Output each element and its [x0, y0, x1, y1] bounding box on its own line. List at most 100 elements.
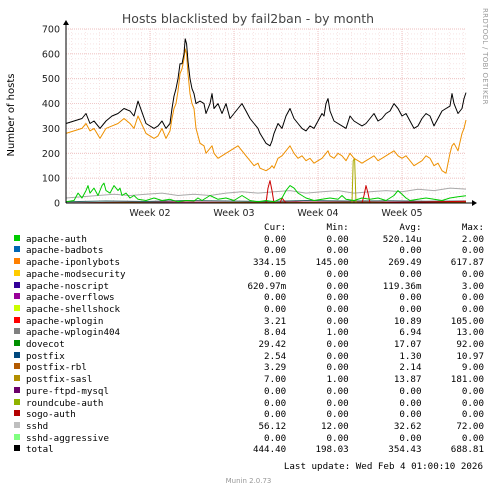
- legend-max: 617.87: [450, 257, 484, 269]
- legend-max: 13.00: [456, 327, 484, 339]
- y-axis-arrow: [63, 20, 69, 25]
- x-tick-label: Week 04: [297, 208, 338, 219]
- legend-max: 10.97: [456, 350, 484, 362]
- legend-series-name: apache-noscript: [26, 280, 109, 292]
- legend-min: 1.00: [326, 374, 349, 386]
- legend-header-avg: Avg:: [399, 222, 422, 233]
- legend-avg: 13.87: [393, 374, 422, 386]
- legend-cur: 0.00: [264, 233, 287, 245]
- legend-min: 1.00: [326, 327, 349, 339]
- series-lines: [65, 38, 467, 204]
- legend-swatch: [14, 304, 26, 316]
- legend-header-min: Min:: [326, 222, 349, 233]
- legend-avg: 17.07: [393, 339, 422, 351]
- legend-swatch: [14, 351, 26, 363]
- legend-min: 0.00: [326, 315, 349, 327]
- legend-min: 0.00: [326, 303, 349, 315]
- munin-version: Munin 2.0.73: [225, 477, 272, 485]
- legend-avg: 1.30: [399, 350, 422, 362]
- x-tick-label: Week 02: [129, 208, 170, 219]
- legend-series-name: roundcube-auth: [26, 397, 104, 409]
- legend-row: apache-iponlybots 334.15 145.00 269.49 617.8…: [14, 257, 484, 269]
- legend-max: 92.00: [456, 339, 484, 351]
- legend-swatch: [14, 257, 26, 269]
- legend-header-cur: Cur:: [264, 222, 287, 233]
- legend-swatch: [14, 374, 26, 386]
- legend-avg: 119.36m: [382, 280, 422, 292]
- legend-swatch: [14, 433, 26, 445]
- legend-cur: 3.21: [264, 315, 287, 327]
- legend-row: apache-badbots 0.00 0.00 0.00 0.00: [14, 245, 484, 257]
- legend-row: dovecot 29.42 0.00 17.07 92.00: [14, 339, 484, 351]
- legend-cur: 0.00: [264, 432, 287, 444]
- legend-avg: 0.00: [399, 397, 422, 409]
- legend-min: 0.00: [326, 409, 349, 421]
- legend-cur: 0.00: [264, 397, 287, 409]
- legend-cur: 0.00: [264, 385, 287, 397]
- legend-avg: 269.49: [388, 257, 422, 269]
- legend-swatch: [14, 316, 26, 328]
- legend-series-name: postfix: [26, 350, 65, 362]
- legend-avg: 0.00: [399, 385, 422, 397]
- legend-series-name: sshd-aggressive: [26, 432, 109, 444]
- y-tick-label: 0: [54, 199, 60, 210]
- y-tick-label: 600: [42, 49, 60, 60]
- legend-row: apache-wplogin 3.21 0.00 10.89 105.00: [14, 316, 484, 328]
- legend-series-name: apache-wplogin404: [26, 327, 121, 339]
- legend-max: 0.00: [461, 385, 484, 397]
- series-line-total: [65, 38, 467, 147]
- series-line-apache-iponlybots: [65, 48, 467, 174]
- legend-cur: 0.00: [264, 268, 287, 280]
- legend-avg: 2.14: [399, 362, 422, 374]
- legend-max: 0.00: [461, 245, 484, 257]
- legend-avg: 354.43: [388, 444, 422, 456]
- legend-row: apache-noscript 620.97m 0.00 119.36m 3.00: [14, 281, 484, 293]
- legend-series-name: apache-shellshock: [26, 303, 121, 315]
- legend-max: 0.00: [461, 432, 484, 444]
- series-line-postfix-sasl: [66, 180, 467, 204]
- legend-min: 0.00: [326, 233, 349, 245]
- legend-avg: 0.00: [399, 292, 422, 304]
- legend-cur: 334.15: [252, 257, 287, 269]
- legend-max: 2.00: [461, 233, 484, 245]
- legend-swatch: [14, 386, 26, 398]
- legend-avg: 520.14u: [382, 233, 422, 245]
- legend-series-name: apache-iponlybots: [26, 257, 121, 269]
- y-axis-label: Number of hosts: [6, 74, 17, 157]
- y-tick-label: 200: [42, 149, 60, 160]
- x-axis-arrow: [472, 200, 477, 206]
- legend-series-name: apache-modsecurity: [26, 268, 126, 280]
- y-tick-label: 300: [42, 124, 60, 135]
- legend-avg: 0.00: [399, 409, 422, 421]
- series-line-roundcube-auth: [66, 157, 466, 204]
- last-update: Last update: Wed Feb 4 01:00:10 2026: [283, 461, 483, 472]
- legend-cur: 0.00: [264, 245, 287, 257]
- legend-swatch: [14, 398, 26, 410]
- legend-min: 0.00: [326, 350, 349, 362]
- legend-row: pure-ftpd-mysql 0.00 0.00 0.00 0.00: [14, 386, 484, 398]
- legend-swatch: [14, 245, 26, 257]
- legend-cur: 0.00: [264, 292, 287, 304]
- legend-max: 3.00: [461, 280, 484, 292]
- legend-max: 72.00: [456, 420, 484, 432]
- chart: Hosts blacklisted by fail2ban - by month…: [6, 11, 477, 220]
- legend-swatch: [14, 281, 26, 293]
- tick-labels: 0 100 200 300 400 500 600 700 Week 02 Week 03 Week…: [42, 25, 423, 220]
- legend-cur: 3.29: [264, 362, 287, 374]
- legend-max: 105.00: [450, 315, 484, 327]
- legend-row: sshd 56.12 12.00 32.62 72.00: [14, 421, 484, 433]
- legend-swatch: [14, 292, 26, 304]
- rrdtool-credit: RRDTOOL / TOBI OETIKER: [481, 8, 489, 105]
- legend-series-name: total: [26, 444, 54, 456]
- legend-row: apache-shellshock 0.00 0.00 0.00 0.00: [14, 304, 484, 316]
- y-tick-label: 100: [42, 174, 60, 185]
- legend-max: 181.00: [450, 374, 484, 386]
- legend-avg: 0.00: [399, 432, 422, 444]
- legend-avg: 10.89: [393, 315, 422, 327]
- legend-min: 145.00: [315, 257, 349, 269]
- legend-min: 0.00: [326, 339, 349, 351]
- legend-series-name: apache-wplogin: [26, 315, 104, 327]
- legend-max: 0.00: [461, 397, 484, 409]
- legend-avg: 6.94: [399, 327, 422, 339]
- legend-max: 0.00: [461, 409, 484, 421]
